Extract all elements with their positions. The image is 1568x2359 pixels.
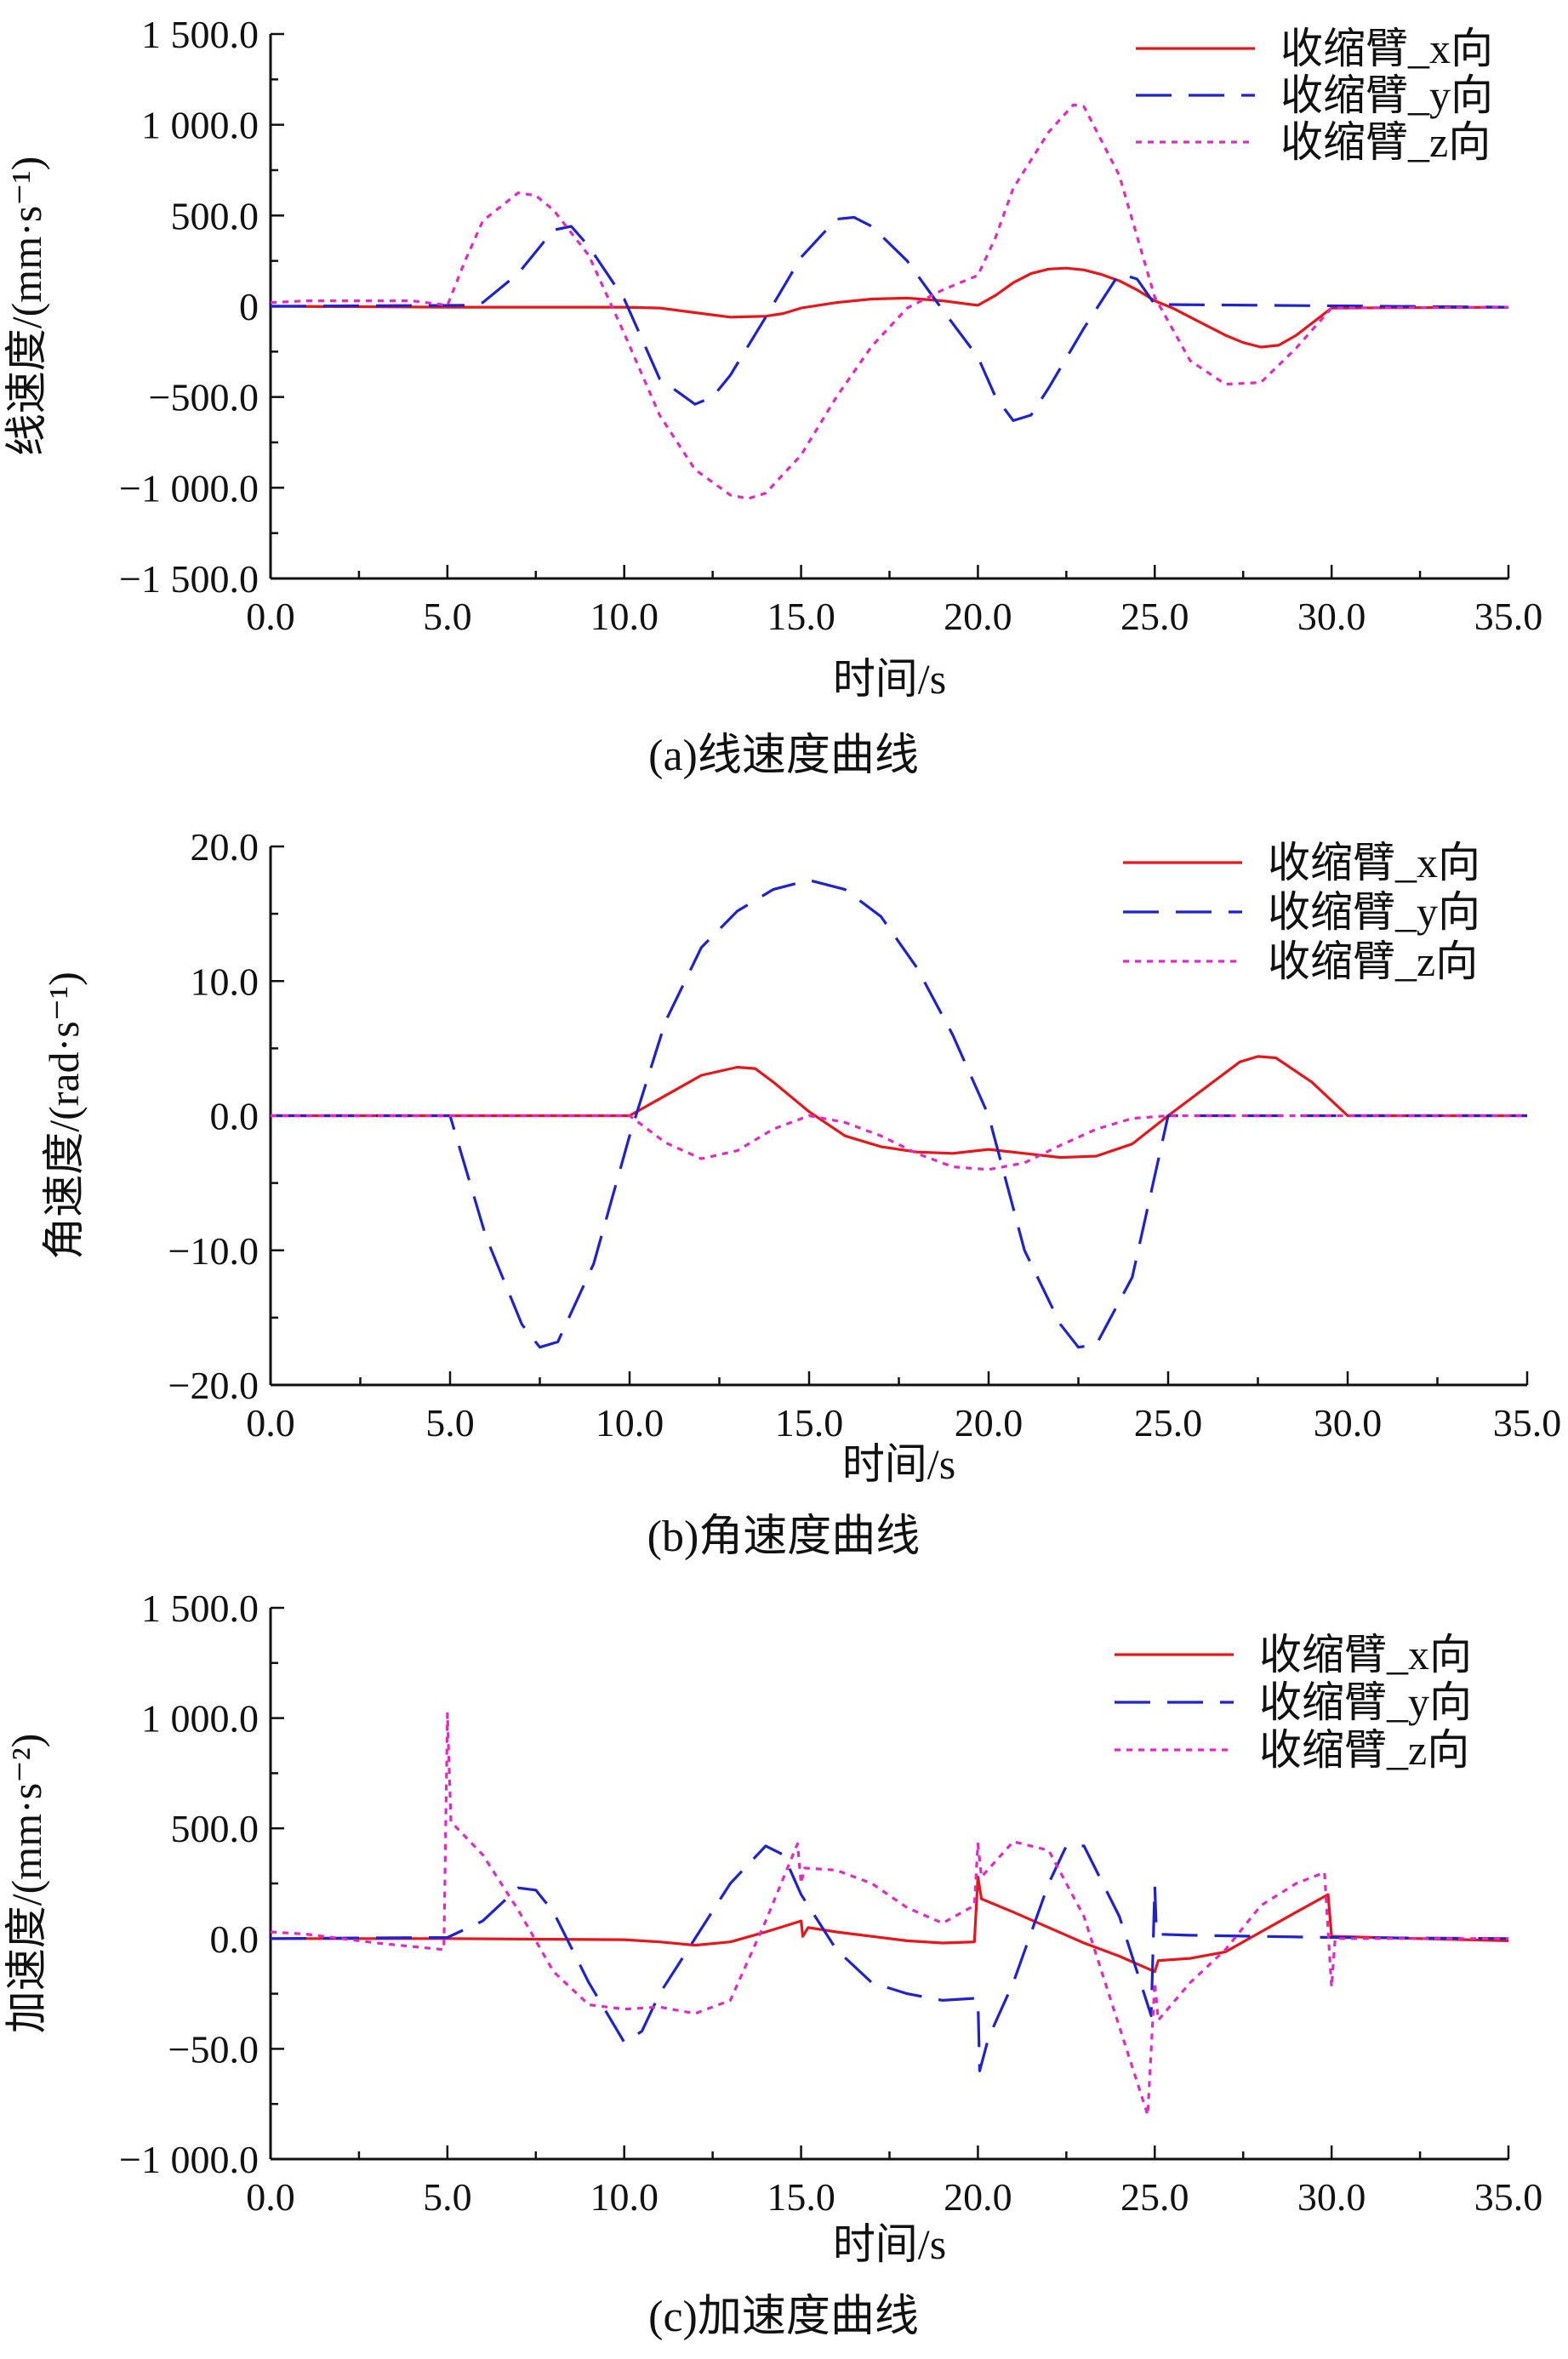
- legend-label: 收缩臂_x向: [1268, 839, 1480, 886]
- y-tick-label: −500.0: [149, 376, 259, 419]
- x-tick-label: 10.0: [590, 595, 659, 638]
- x-tick-label: 30.0: [1297, 595, 1366, 638]
- chart-2: 0.0 5.0 10.0 15.0 20.0 25.0 30.0 35.0 −1 000.0 −5…: [3, 1587, 1542, 2341]
- chart-1: 0.0 5.0 10.0 15.0 20.0 25.0 30.0 35.0 −20.0 −10.0…: [40, 825, 1561, 1561]
- y-tick-label: −50.0: [168, 2027, 259, 2071]
- x-tick-label: 30.0: [1297, 2175, 1366, 2219]
- series-line-z: [270, 103, 1509, 500]
- y-tick-label: −10.0: [168, 1229, 259, 1273]
- x-tick-label: 15.0: [767, 2175, 835, 2219]
- y-tick-label: 500.0: [171, 1807, 259, 1850]
- y-tick-label: −1 000.0: [119, 466, 259, 510]
- chart-caption: (b)角速度曲线: [647, 1513, 921, 1561]
- y-tick-label: 1 000.0: [141, 104, 259, 147]
- legend-label: 收缩臂_z向: [1280, 118, 1491, 166]
- y-tick-label: 500.0: [171, 194, 259, 237]
- legend-label: 收缩臂_y向: [1268, 888, 1480, 936]
- x-tick-label: 5.0: [423, 595, 472, 638]
- x-axis-title: 时间/s: [833, 2220, 946, 2268]
- legend-label: 收缩臂_z向: [1268, 937, 1478, 985]
- series-line-y: [271, 879, 1527, 1349]
- series-line-z: [270, 1712, 1508, 2117]
- y-axis-title: 角速度/(rad·s⁻¹): [40, 972, 88, 1260]
- y-tick-label: −1 000.0: [119, 2138, 259, 2181]
- x-axis-title: 时间/s: [842, 1440, 955, 1488]
- y-tick-label: −20.0: [168, 1364, 259, 1407]
- x-tick-label: 35.0: [1493, 1401, 1562, 1444]
- chart-0: 0.0 5.0 10.0 15.0 20.0 25.0 30.0 35.0 −1 500.0 −1…: [3, 13, 1542, 780]
- y-tick-label: −1 500.0: [119, 557, 259, 601]
- x-tick-label: 25.0: [1120, 2175, 1189, 2219]
- y-axis-title: 线速度/(mm·s⁻¹): [3, 157, 50, 456]
- legend-label: 收缩臂_y向: [1259, 1678, 1472, 1726]
- y-axis-title: 加速度/(mm·s⁻²): [3, 1734, 50, 2033]
- x-tick-label: 15.0: [775, 1401, 844, 1444]
- x-tick-label: 35.0: [1474, 2175, 1543, 2219]
- legend-label: 收缩臂_z向: [1259, 1726, 1469, 1774]
- x-tick-label: 5.0: [423, 2175, 472, 2219]
- x-tick-label: 15.0: [767, 595, 835, 638]
- series-line-z: [271, 1114, 1527, 1171]
- x-tick-label: 10.0: [596, 1401, 664, 1444]
- x-tick-label: 20.0: [944, 2175, 1012, 2219]
- x-tick-label: 30.0: [1314, 1401, 1383, 1444]
- y-tick-label: 0: [239, 285, 259, 328]
- x-tick-label: 25.0: [1120, 595, 1189, 638]
- series-line-y: [270, 215, 1509, 422]
- series-line-x: [271, 1055, 1527, 1160]
- x-tick-label: 0.0: [246, 595, 295, 638]
- series-line-x: [270, 266, 1509, 349]
- series-line-y: [270, 1844, 1509, 2072]
- chart-caption: (a)线速度曲线: [648, 732, 919, 780]
- series-line-x: [271, 1875, 1509, 1974]
- x-tick-label: 25.0: [1134, 1401, 1203, 1444]
- x-tick-label: 5.0: [425, 1401, 475, 1444]
- x-tick-label: 35.0: [1474, 595, 1543, 638]
- legend-label: 收缩臂_x向: [1259, 1631, 1472, 1678]
- x-tick-label: 20.0: [955, 1401, 1023, 1444]
- x-tick-label: 10.0: [590, 2175, 659, 2219]
- y-tick-label: 20.0: [191, 825, 259, 869]
- legend-label: 收缩臂_y向: [1280, 71, 1493, 119]
- y-tick-label: 1 500.0: [141, 13, 259, 56]
- x-tick-label: 0.0: [246, 2175, 295, 2219]
- y-tick-label: 0.0: [210, 1917, 259, 1961]
- y-tick-label: 0.0: [210, 1095, 259, 1138]
- y-tick-label: 10.0: [191, 960, 259, 1003]
- y-tick-label: 1 500.0: [141, 1587, 259, 1630]
- x-axis-title: 时间/s: [833, 655, 946, 703]
- x-tick-label: 0.0: [246, 1401, 295, 1444]
- y-tick-label: 1 000.0: [141, 1697, 259, 1741]
- chart-caption: (c)加速度曲线: [648, 2293, 919, 2341]
- legend-label: 收缩臂_x向: [1280, 25, 1493, 72]
- x-tick-label: 20.0: [944, 595, 1012, 638]
